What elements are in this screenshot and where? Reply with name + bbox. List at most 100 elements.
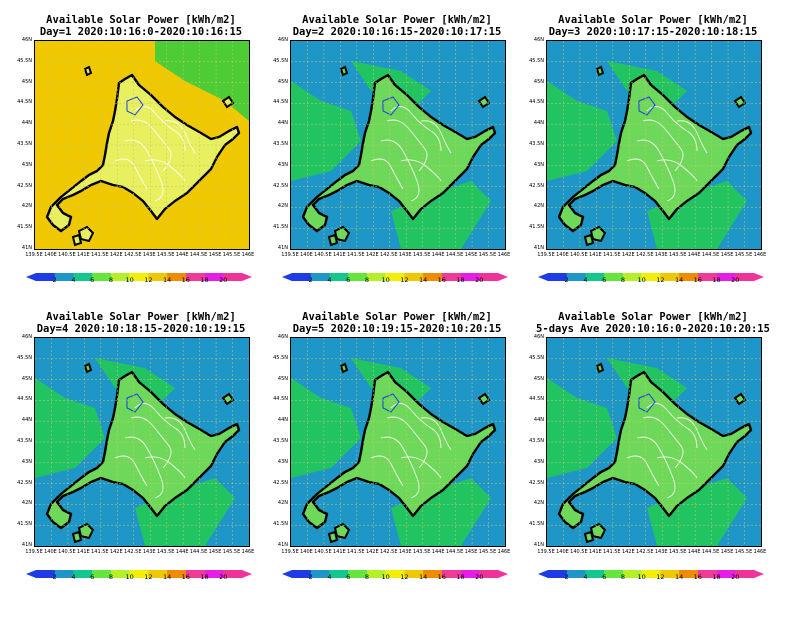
lat-tick-label: 41N <box>277 245 288 251</box>
colorbar-segment <box>204 273 224 281</box>
colorbar-label: 12 <box>400 573 409 581</box>
colorbar-segment <box>92 273 112 281</box>
lat-tick-label: 45N <box>533 78 544 85</box>
terrain-contour <box>124 436 164 499</box>
lon-tick-label: 139.5E <box>281 252 299 258</box>
terrain-contour <box>370 158 404 190</box>
lon-tick-label: 143.5E <box>156 549 175 555</box>
lat-tick-label: 44N <box>277 417 288 424</box>
lon-tick-label: 142E <box>109 252 123 258</box>
lon-tick-label: 143.5E <box>156 252 175 258</box>
colorbar-segment <box>92 570 112 578</box>
lat-tick-label: 45.5N <box>273 57 288 64</box>
colorbar-arrow-right <box>242 570 252 578</box>
colorbar-label: 4 <box>71 276 76 284</box>
panel-subtitle: Day=1 2020:10:16:0-2020:10:16:15 <box>39 26 243 38</box>
hokkaido-coastline <box>45 73 241 233</box>
colorbar-segment <box>148 273 168 281</box>
terrain-contour <box>386 119 428 172</box>
colorbar-segment <box>204 570 224 578</box>
colorbar <box>538 266 764 281</box>
colorbar-label: 18 <box>456 573 465 581</box>
lon-tick-label: 141.5E <box>91 549 109 555</box>
colorbar-label: 16 <box>437 573 446 581</box>
colorbar-label: 20 <box>219 276 228 284</box>
colorbar-segment <box>36 273 56 281</box>
lon-tick-label: 144E <box>175 549 189 555</box>
panel-title: Available Solar Power [kWh/m2] <box>46 311 236 323</box>
colorbar-label: 4 <box>583 276 588 284</box>
colorbar-segment <box>441 570 461 578</box>
lon-tick-label: 141E <box>333 549 346 555</box>
terrain-contour <box>114 158 148 190</box>
colorbar-arrow-left <box>538 570 548 578</box>
colorbar-label: 6 <box>346 276 351 284</box>
colorbar-label: 18 <box>200 276 209 284</box>
colorbar-segment <box>604 273 624 281</box>
panel-title: Available Solar Power [kWh/m2] <box>558 14 748 26</box>
colorbar-label: 10 <box>125 573 134 581</box>
island-coastline <box>71 233 83 247</box>
colorbar-segment <box>348 273 368 281</box>
lat-tick-label: 45.5N <box>529 354 544 361</box>
island-coastline <box>477 392 491 406</box>
map-panel-6: Available Solar Power [kWh/m2] 5-days Ave… <box>522 311 784 606</box>
colorbar-segment <box>660 273 680 281</box>
map-panel-2: Available Solar Power [kWh/m2] Day=2 2020… <box>266 14 528 309</box>
colorbar-segment <box>329 273 349 281</box>
lon-tick-label: 142E <box>365 252 379 258</box>
terrain-contour <box>626 455 660 487</box>
terrain-contour <box>676 120 708 154</box>
lat-tick-label: 45.5N <box>273 354 288 361</box>
colorbar-segment <box>716 273 736 281</box>
colorbar-segment <box>129 570 149 578</box>
terrain-contour <box>386 416 428 469</box>
colorbar-segment <box>73 570 93 578</box>
lon-tick-label: 141E <box>333 252 346 258</box>
lat-tick-label: 42N <box>277 203 288 210</box>
panel-title: Available Solar Power [kWh/m2] <box>302 14 492 26</box>
colorbar-segment <box>735 273 755 281</box>
lon-tick-label: 140E <box>556 252 569 258</box>
solar-power-map <box>290 40 506 250</box>
lat-tick-label: 44.5N <box>17 99 32 106</box>
lon-tick-label: 143E <box>398 549 412 555</box>
colorbar-segment <box>404 570 424 578</box>
lat-tick-label: 42.5N <box>17 182 32 189</box>
terrain-contour <box>420 120 452 154</box>
terrain-contour <box>164 417 196 451</box>
panel-subtitle: Day=3 2020:10:17:15-2020:10:18:15 <box>548 26 758 38</box>
lon-tick-label: 145E <box>720 549 734 555</box>
lon-tick-label: 140E <box>300 252 313 258</box>
colorbar-label: 2 <box>564 573 569 581</box>
lon-tick-label: 143E <box>654 252 668 258</box>
colorbar-segment <box>36 570 56 578</box>
field-patch <box>391 181 491 249</box>
lat-tick-label: 41N <box>21 542 32 548</box>
colorbar-segment <box>460 273 480 281</box>
lon-tick-label: 140.5E <box>58 549 76 555</box>
lat-tick-label: 42.5N <box>529 479 544 486</box>
colorbar-label: 20 <box>475 276 484 284</box>
lon-tick-label: 146E <box>241 549 255 555</box>
colorbar-segment <box>223 570 243 578</box>
colorbar-label: 12 <box>144 276 153 284</box>
terrain-contour <box>124 139 164 202</box>
lat-tick-label: 44N <box>533 120 544 127</box>
lon-tick-label: 144.5E <box>189 549 208 555</box>
lon-tick-label: 143E <box>142 252 156 258</box>
lon-tick-label: 145E <box>464 549 478 555</box>
lat-tick-label: 42N <box>21 500 32 507</box>
island-coastline <box>583 233 595 247</box>
colorbar-segment <box>716 570 736 578</box>
lon-tick-label: 145.5E <box>478 252 497 258</box>
colorbar-segment <box>54 273 74 281</box>
colorbar-segment <box>185 273 205 281</box>
colorbar-label: 8 <box>620 276 625 284</box>
colorbar-segment <box>385 273 405 281</box>
colorbar-label: 6 <box>90 276 95 284</box>
colorbar-arrow-left <box>26 273 36 281</box>
panel-subtitle: Day=2 2020:10:16:15-2020:10:17:15 <box>292 26 502 38</box>
lon-tick-label: 142.5E <box>380 549 398 555</box>
terrain-contour <box>370 455 404 487</box>
